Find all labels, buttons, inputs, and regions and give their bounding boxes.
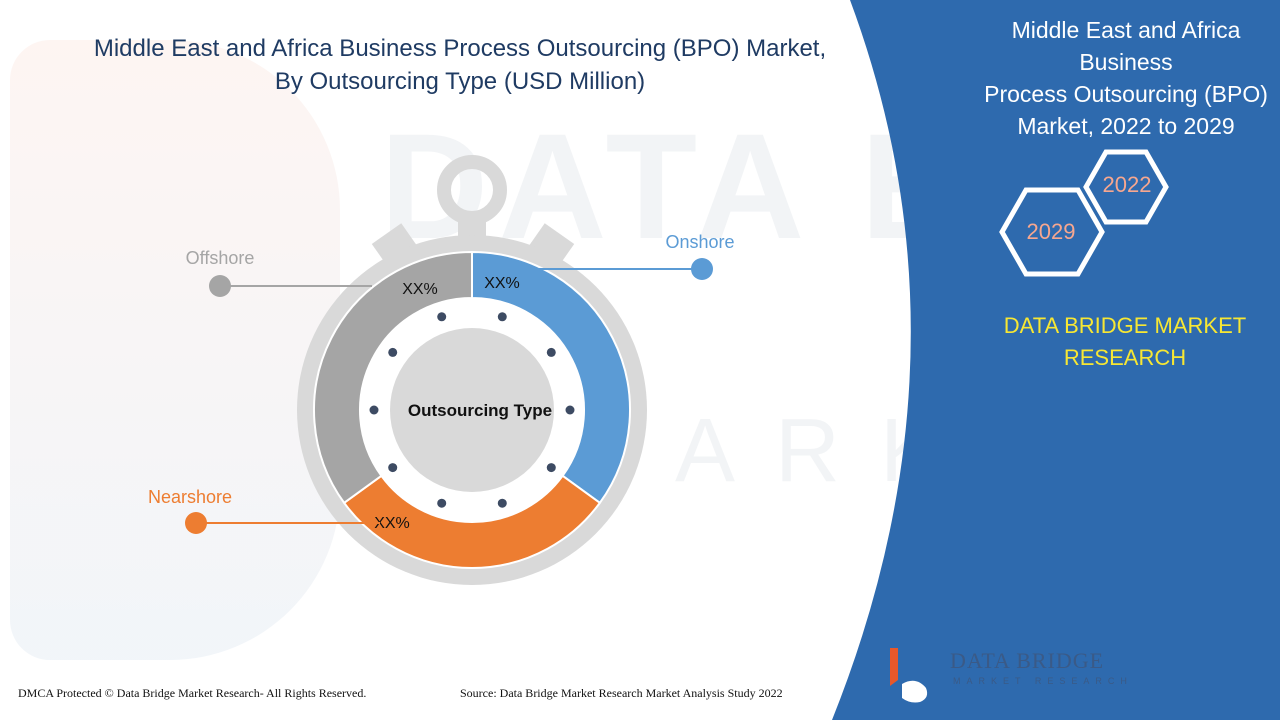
side-title-line3: Market, 2022 to 2029 — [1017, 113, 1235, 139]
dial-dot — [388, 347, 398, 357]
legend-label-offshore: Offshore — [186, 248, 255, 268]
center-label: Outsourcing Type — [408, 401, 552, 420]
company-logo-icon — [890, 648, 941, 709]
side-panel-title: Middle East and Africa Business Process … — [982, 14, 1270, 142]
segment-offshore — [313, 250, 473, 505]
segment-label-nearshore: XX% — [374, 515, 410, 532]
chart-title: Middle East and Africa Business Process … — [60, 32, 860, 98]
dial-dots — [369, 312, 575, 508]
dial-dot — [388, 463, 398, 473]
dial-dot — [497, 312, 507, 322]
dial-dot — [437, 498, 447, 508]
segment-label-offshore: XX% — [402, 281, 438, 298]
footer-source: Source: Data Bridge Market Research Mark… — [460, 686, 783, 700]
dial-dot — [369, 405, 379, 415]
footer-copyright: DMCA Protected © Data Bridge Market Rese… — [18, 686, 367, 700]
year-start: 2022 — [1102, 172, 1152, 197]
hexagon-2029-icon — [999, 187, 1105, 277]
logo-subname: MARKET RESEARCH — [953, 676, 1133, 686]
hexagon-2022-icon — [1083, 149, 1169, 225]
dial-dot — [546, 463, 556, 473]
legend-dot-offshore — [209, 275, 231, 297]
year-end: 2029 — [1026, 219, 1076, 244]
segment-onshore — [471, 250, 631, 505]
donut-center — [390, 328, 554, 492]
legend-dot-nearshore — [185, 512, 207, 534]
watermark-logo-shape — [10, 40, 340, 660]
side-title-line1: Middle East and Africa Business — [1011, 17, 1241, 75]
donut-segments — [313, 250, 631, 569]
legend-label-onshore: Onshore — [665, 232, 734, 252]
dial-dot — [565, 405, 575, 415]
chart-title-line2: By Outsourcing Type (USD Million) — [274, 68, 646, 95]
dial-dot — [497, 498, 507, 508]
logo-name: DATA BRIDGE — [950, 648, 1105, 673]
side-title-line2: Process Outsourcing (BPO) — [984, 81, 1268, 107]
brand-line2: RESEARCH — [1063, 345, 1187, 370]
chart-title-line1: Middle East and Africa Business Process … — [93, 35, 827, 62]
dial-dot — [546, 347, 556, 357]
dial-dot — [437, 312, 447, 322]
brand-name: DATA BRIDGE MARKET RESEARCH — [985, 310, 1265, 374]
legend-dot-onshore — [691, 258, 713, 280]
segment-nearshore — [342, 474, 602, 569]
segment-label-onshore: XX% — [484, 275, 520, 292]
side-panel-background — [832, 0, 1280, 720]
segment-labels: XX% XX% XX% — [374, 275, 520, 532]
legend-label-nearshore: Nearshore — [148, 487, 232, 507]
legend-callouts: Onshore Nearshore Offshore — [148, 232, 735, 534]
brand-line1: DATA BRIDGE MARKET — [1003, 313, 1247, 338]
